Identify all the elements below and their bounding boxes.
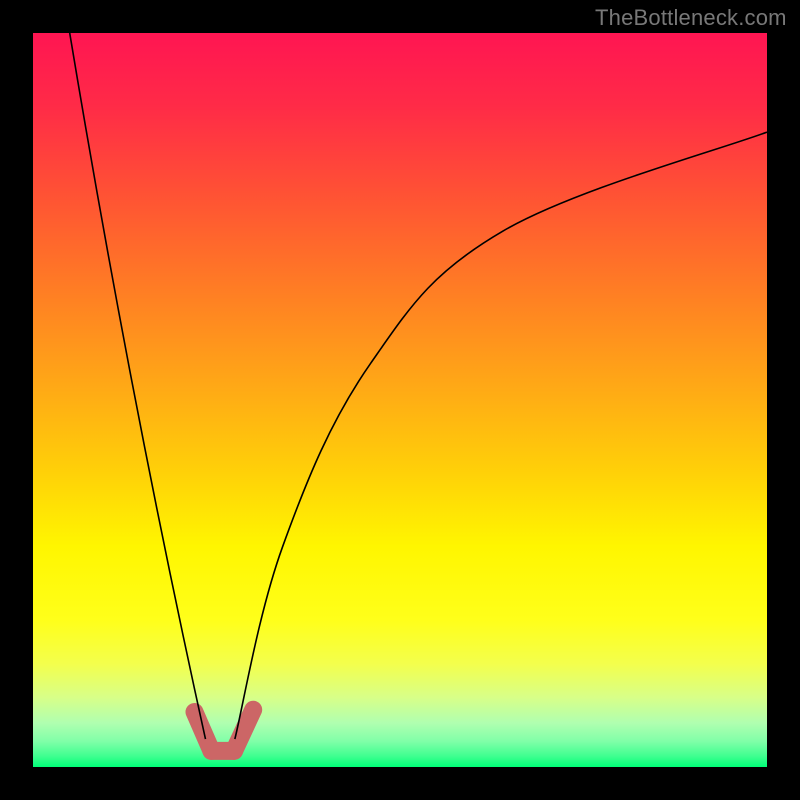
plot-area: [33, 33, 767, 767]
watermark-text: TheBottleneck.com: [595, 5, 787, 31]
plot-background: [33, 33, 767, 767]
plot-svg: [33, 33, 767, 767]
